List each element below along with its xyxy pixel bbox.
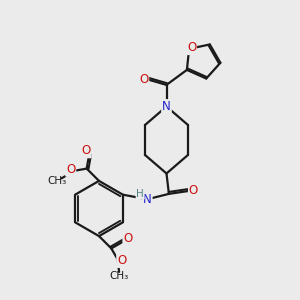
Text: O: O bbox=[139, 73, 148, 86]
Text: CH₃: CH₃ bbox=[110, 271, 129, 281]
Text: O: O bbox=[117, 254, 126, 267]
Text: O: O bbox=[123, 232, 133, 245]
Text: O: O bbox=[187, 41, 196, 54]
Text: O: O bbox=[189, 184, 198, 197]
Text: N: N bbox=[143, 193, 152, 206]
Text: CH₃: CH₃ bbox=[48, 176, 67, 186]
Text: N: N bbox=[162, 100, 171, 113]
Text: H: H bbox=[136, 189, 144, 199]
Text: O: O bbox=[82, 144, 91, 157]
Text: O: O bbox=[66, 163, 75, 176]
